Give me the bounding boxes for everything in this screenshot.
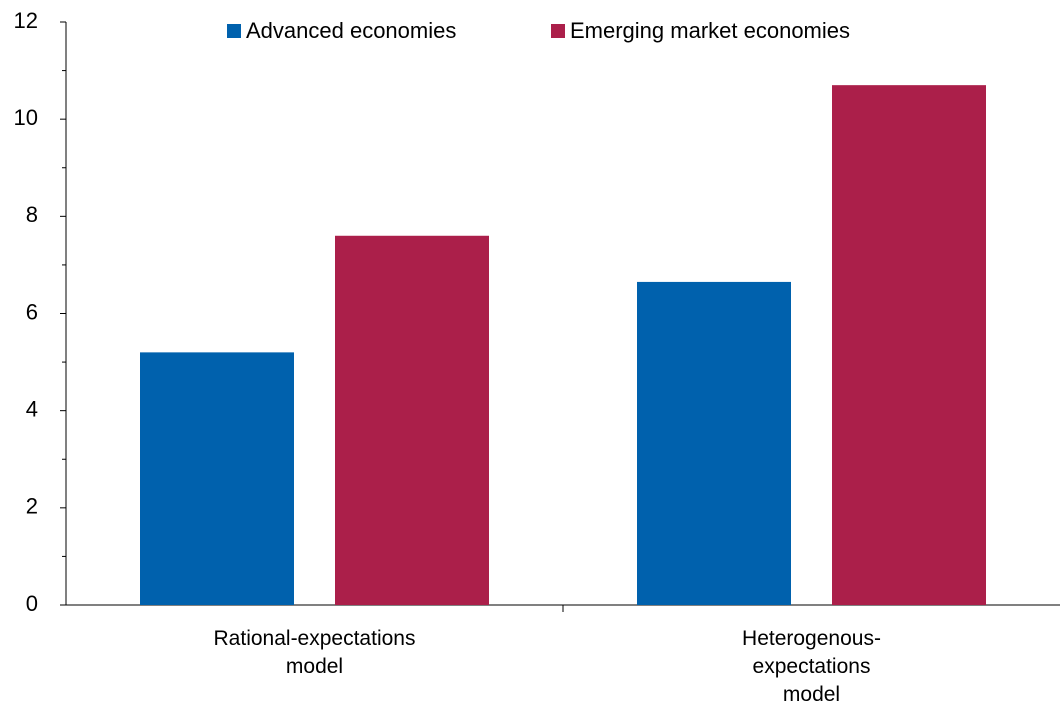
bar bbox=[335, 235, 489, 605]
legend-swatch bbox=[551, 24, 565, 38]
legend-label: Advanced economies bbox=[246, 18, 456, 43]
bar bbox=[140, 352, 294, 605]
y-tick-label: 2 bbox=[26, 494, 38, 519]
x-tick-label: Rational-expectations model bbox=[213, 627, 416, 678]
y-tick-label: 10 bbox=[14, 105, 38, 130]
y-tick-label: 0 bbox=[26, 591, 38, 616]
bar bbox=[637, 281, 791, 605]
bar bbox=[832, 85, 986, 606]
x-tick-label: Heterogenous-expectations model bbox=[742, 627, 881, 706]
legend-swatch bbox=[227, 24, 241, 38]
y-tick-label: 12 bbox=[14, 8, 38, 33]
legend-label: Emerging market economies bbox=[570, 18, 850, 43]
y-tick-label: 6 bbox=[26, 299, 38, 324]
y-tick-label: 8 bbox=[26, 202, 38, 227]
y-tick-label: 4 bbox=[26, 396, 38, 421]
